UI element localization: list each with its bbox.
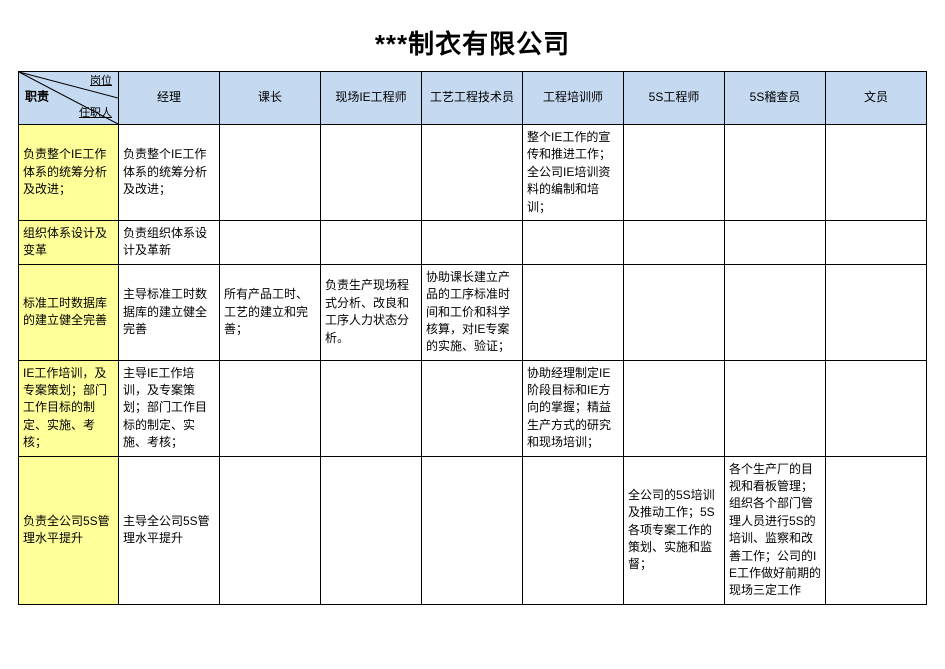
table-cell: [624, 360, 725, 456]
table-cell: [220, 456, 321, 604]
table-cell: [826, 456, 927, 604]
page-title: ***制衣有限公司: [18, 24, 927, 61]
table-cell: [624, 125, 725, 221]
col-header: 工程培训师: [523, 72, 624, 125]
table-cell: [826, 264, 927, 360]
row-header: 标准工时数据库的建立健全完善: [19, 264, 119, 360]
row-header: 负责整个IE工作体系的统筹分析及改进；: [19, 125, 119, 221]
diag-label-bottom: 任职人: [79, 106, 112, 122]
table-cell: 全公司的5S培训及推动工作；5S各项专案工作的策划、实施和监督；: [624, 456, 725, 604]
table-row: IE工作培训，及专案策划；部门工作目标的制定、实施、考核； 主导IE工作培训，及…: [19, 360, 927, 456]
table-cell: [826, 360, 927, 456]
table-row: 标准工时数据库的建立健全完善 主导标准工时数据库的建立健全完善 所有产品工时、工…: [19, 264, 927, 360]
table-cell: [422, 360, 523, 456]
table-cell: 所有产品工时、工艺的建立和完善；: [220, 264, 321, 360]
table-cell: [220, 360, 321, 456]
table-cell: [321, 360, 422, 456]
diag-label-left: 职责: [25, 88, 49, 105]
table-cell: 协助经理制定IE阶段目标和IE方向的掌握；精益生产方式的研究和现场培训；: [523, 360, 624, 456]
table-header-row: 岗位 职责 任职人 经理 课长 现场IE工程师 工艺工程技术员 工程培训师 5S…: [19, 72, 927, 125]
col-header: 经理: [119, 72, 220, 125]
table-cell: 整个IE工作的宣传和推进工作；全公司IE培训资料的编制和培训；: [523, 125, 624, 221]
table-cell: [523, 456, 624, 604]
col-header: 文员: [826, 72, 927, 125]
table-cell: [321, 220, 422, 264]
col-header: 现场IE工程师: [321, 72, 422, 125]
diag-label-top: 岗位: [90, 74, 112, 90]
table-cell: [826, 125, 927, 221]
table-cell: 负责整个IE工作体系的统筹分析及改进；: [119, 125, 220, 221]
col-header: 5S稽查员: [725, 72, 826, 125]
table-cell: [624, 220, 725, 264]
col-header: 课长: [220, 72, 321, 125]
row-header: 组织体系设计及变革: [19, 220, 119, 264]
table-cell: 负责组织体系设计及革新: [119, 220, 220, 264]
table-cell: [321, 456, 422, 604]
table-cell: [523, 220, 624, 264]
diag-header-cell: 岗位 职责 任职人: [19, 72, 119, 125]
table-cell: [523, 264, 624, 360]
row-header: IE工作培训，及专案策划；部门工作目标的制定、实施、考核；: [19, 360, 119, 456]
table-cell: 协助课长建立产品的工序标准时间和工价和科学核算，对IE专案的实施、验证；: [422, 264, 523, 360]
page-root: ***制衣有限公司 岗位 职责 任职人 经理 课长 现场IE工程师 工艺工程技术…: [0, 0, 945, 605]
table-cell: 各个生产厂的目视和看板管理；组织各个部门管理人员进行5S的培训、监察和改善工作；…: [725, 456, 826, 604]
row-header: 负责全公司5S管理水平提升: [19, 456, 119, 604]
table-cell: [321, 125, 422, 221]
table-row: 负责全公司5S管理水平提升 主导全公司5S管理水平提升 全公司的5S培训及推动工…: [19, 456, 927, 604]
table-row: 负责整个IE工作体系的统筹分析及改进； 负责整个IE工作体系的统筹分析及改进； …: [19, 125, 927, 221]
table-cell: 主导全公司5S管理水平提升: [119, 456, 220, 604]
table-cell: [624, 264, 725, 360]
table-cell: [725, 125, 826, 221]
responsibility-table: 岗位 职责 任职人 经理 课长 现场IE工程师 工艺工程技术员 工程培训师 5S…: [18, 71, 927, 605]
table-cell: [220, 220, 321, 264]
table-cell: [725, 220, 826, 264]
table-cell: [422, 125, 523, 221]
table-cell: [422, 456, 523, 604]
table-row: 组织体系设计及变革 负责组织体系设计及革新: [19, 220, 927, 264]
table-cell: [725, 264, 826, 360]
table-cell: [220, 125, 321, 221]
table-cell: 主导标准工时数据库的建立健全完善: [119, 264, 220, 360]
table-cell: 主导IE工作培训，及专案策划；部门工作目标的制定、实施、考核；: [119, 360, 220, 456]
table-cell: [422, 220, 523, 264]
table-cell: [725, 360, 826, 456]
col-header: 工艺工程技术员: [422, 72, 523, 125]
table-cell: 负责生产现场程式分析、改良和工序人力状态分析。: [321, 264, 422, 360]
table-cell: [826, 220, 927, 264]
col-header: 5S工程师: [624, 72, 725, 125]
